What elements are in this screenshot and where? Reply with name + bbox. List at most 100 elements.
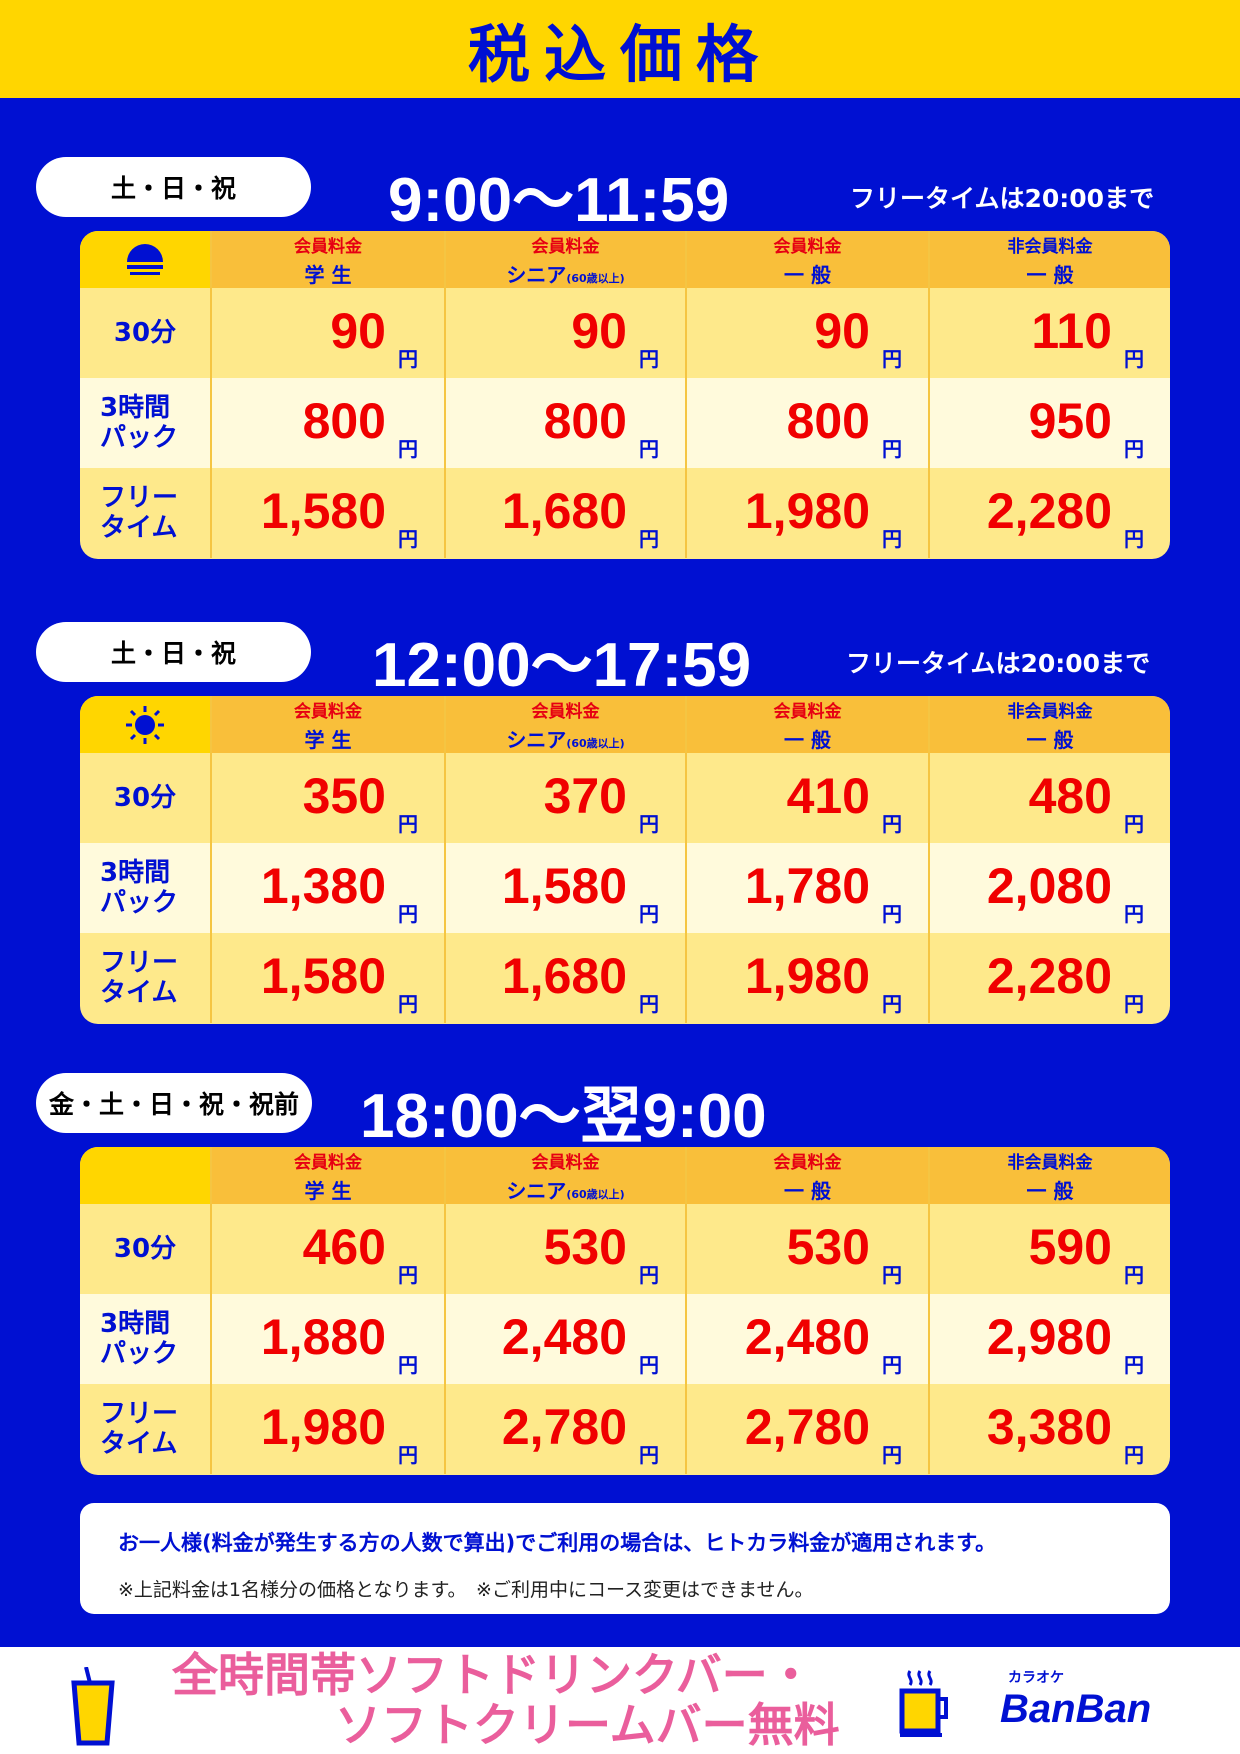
yen-unit: 円: [882, 1443, 902, 1467]
price-cell: 370 円: [444, 753, 685, 843]
price: 1,580: [260, 483, 386, 539]
cold-drink-icon: [71, 1667, 115, 1746]
price-cell: 950 円: [928, 378, 1170, 468]
column-header: 会員料金学 生: [210, 231, 444, 288]
yen-unit: 円: [1124, 1443, 1144, 1467]
price: 590: [1028, 1219, 1112, 1275]
yen-unit: 円: [398, 812, 418, 836]
row-label: 30分: [113, 783, 177, 813]
column-header: 会員料金一 般: [685, 231, 928, 288]
price-cell: 90 円: [444, 288, 685, 378]
customer-type: 学 生: [304, 727, 352, 752]
member-type: 会員料金: [773, 236, 842, 257]
yen-unit: 円: [398, 527, 418, 551]
price: 2,780: [744, 1399, 870, 1455]
price: 530: [786, 1219, 870, 1275]
price-cell: 2,080 円: [928, 843, 1170, 933]
customer-type: 一 般: [1026, 1178, 1074, 1203]
yen-unit: 円: [398, 1353, 418, 1377]
price: 370: [543, 768, 627, 824]
price-cell: 480 円: [928, 753, 1170, 843]
price: 1,680: [501, 483, 627, 539]
promo-line1: 全時間帯ソフトドリンクバー・: [172, 1648, 814, 1702]
row-label: フリータイム: [100, 1399, 179, 1459]
yen-unit: 円: [882, 347, 902, 371]
yen-unit: 円: [882, 527, 902, 551]
yen-unit: 円: [882, 1353, 902, 1377]
time-range: 12:00〜17:59: [372, 631, 752, 700]
row-label: フリータイム: [100, 948, 179, 1008]
customer-type: 一 般: [1026, 262, 1074, 287]
column-header: 会員料金 シニア(60歳以上): [444, 1147, 685, 1204]
yen-unit: 円: [639, 437, 659, 461]
price: 800: [786, 393, 870, 449]
row-label: 30分: [113, 1234, 177, 1264]
price-cell: 1,980 円: [210, 1384, 444, 1474]
price: 1,580: [260, 948, 386, 1004]
yen-unit: 円: [882, 437, 902, 461]
yen-unit: 円: [639, 1443, 659, 1467]
column-header: 会員料金一 般: [685, 696, 928, 753]
price-cell: 800 円: [210, 378, 444, 468]
table-row: 30分 90 円 90 円 90 円 110 円: [80, 288, 1170, 378]
price: 1,780: [744, 858, 870, 914]
moon-icon: [80, 1147, 210, 1204]
yen-unit: 円: [1124, 527, 1144, 551]
member-type: 会員料金: [531, 236, 600, 257]
member-type: 非会員料金: [1007, 1152, 1093, 1173]
price: 1,580: [501, 858, 627, 914]
price-cell: 2,280 円: [928, 933, 1170, 1023]
price: 1,980: [260, 1399, 386, 1455]
free-time-note: フリータイムは20:00まで: [846, 649, 1151, 678]
yen-unit: 円: [882, 1263, 902, 1287]
banban-logo: カラオケ BanBan: [1000, 1667, 1151, 1732]
column-header: 非会員料金一 般: [928, 1147, 1170, 1204]
price-cell: 1,680 円: [444, 933, 685, 1023]
member-type: 会員料金: [294, 701, 362, 722]
yen-unit: 円: [398, 347, 418, 371]
price: 1,680: [501, 948, 627, 1004]
customer-type: シニア: [506, 727, 567, 752]
yen-unit: 円: [398, 992, 418, 1016]
yen-unit: 円: [398, 1443, 418, 1467]
price-cell: 1,580 円: [444, 843, 685, 933]
price: 2,280: [986, 948, 1112, 1004]
table-row: フリータイム 1,580 円 1,680 円 1,980 円 2,280 円: [80, 468, 1170, 558]
price: 2,780: [501, 1399, 627, 1455]
days-pill: 土・日・祝: [36, 622, 311, 682]
price-table: 会員料金学 生会員料金 シニア(60歳以上) 会員料金一 般非会員料金一 般 30分 3…: [80, 696, 1170, 1024]
table-header: 会員料金学 生会員料金 シニア(60歳以上) 会員料金一 般非会員料金一 般: [80, 1147, 1170, 1204]
price: 480: [1028, 768, 1112, 824]
yen-unit: 円: [1124, 992, 1144, 1016]
notice-sub: ※上記料金は1名様分の価格となります。 ※ご利用中にコース変更はできません。: [118, 1579, 814, 1601]
price-cell: 90 円: [685, 288, 928, 378]
yen-unit: 円: [639, 812, 659, 836]
row-label: 3時間パック: [100, 393, 179, 453]
price-cell: 110 円: [928, 288, 1170, 378]
time-range: 18:00〜翌9:00: [360, 1082, 767, 1151]
price-cell: 90 円: [210, 288, 444, 378]
price: 1,880: [260, 1309, 386, 1365]
row-label: 3時間パック: [100, 858, 179, 918]
row-label: フリータイム: [100, 483, 179, 543]
yen-unit: 円: [639, 1353, 659, 1377]
column-header: 会員料金 シニア(60歳以上): [444, 231, 685, 288]
price: 800: [302, 393, 386, 449]
price: 3,380: [986, 1399, 1112, 1455]
age-note: (60歳以上): [566, 736, 625, 750]
logo-small-text: カラオケ: [1008, 1670, 1064, 1686]
price: 530: [543, 1219, 627, 1275]
yen-unit: 円: [398, 437, 418, 461]
price-cell: 530 円: [685, 1204, 928, 1294]
customer-type: 一 般: [784, 1178, 831, 1203]
column-header: 会員料金学 生: [210, 1147, 444, 1204]
yen-unit: 円: [639, 992, 659, 1016]
notice-box: お一人様(料金が発生する方の人数で算出)でご利用の場合は、ヒトカラ料金が適用され…: [80, 1503, 1170, 1614]
price-cell: 1,380 円: [210, 843, 444, 933]
hot-drink-icon: [899, 1670, 948, 1737]
yen-unit: 円: [1124, 812, 1144, 836]
footer: 全時間帯ソフトドリンクバー・ ソフトクリームバー無料 カラオケ BanBan: [0, 1647, 1240, 1754]
member-type: 会員料金: [294, 236, 362, 257]
yen-unit: 円: [1124, 1263, 1144, 1287]
price: 2,480: [501, 1309, 627, 1365]
